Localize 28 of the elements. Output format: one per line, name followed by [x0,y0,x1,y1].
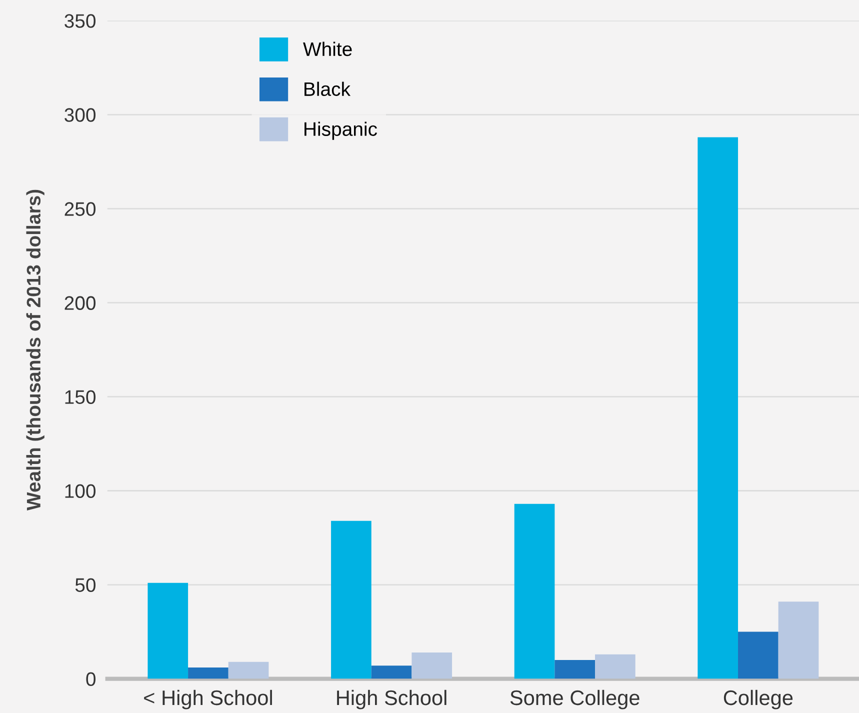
y-tick-label: 150 [65,390,96,404]
y-axis-title: Wealth (thousands of 2013 dollars) [26,190,44,511]
bar [738,632,778,679]
bar [412,652,452,679]
x-tick-label: College [724,690,793,710]
bar [331,520,372,679]
legend-label: White [303,42,352,56]
bar [595,654,636,679]
x-tick-label: Some College [510,690,640,710]
bar [371,666,412,679]
x-tick-label: < High School [144,690,272,710]
bar [778,602,819,679]
y-tick-label: 100 [65,484,96,498]
y-tick-label: 300 [64,108,96,122]
y-tick-label: 50 [75,578,96,592]
y-tick-label: 200 [64,296,96,310]
bar [514,504,555,679]
y-tick-label: 250 [64,202,96,216]
bar [698,137,738,679]
bar [554,660,596,679]
bar [188,667,228,679]
bar [148,582,188,679]
y-tick-label: 0 [86,672,96,686]
y-tick-label: 350 [64,14,96,28]
legend-label: Black [304,82,351,96]
legend-label: Hispanic [304,122,377,140]
x-tick-label: High School [337,690,446,710]
bar [228,662,269,679]
